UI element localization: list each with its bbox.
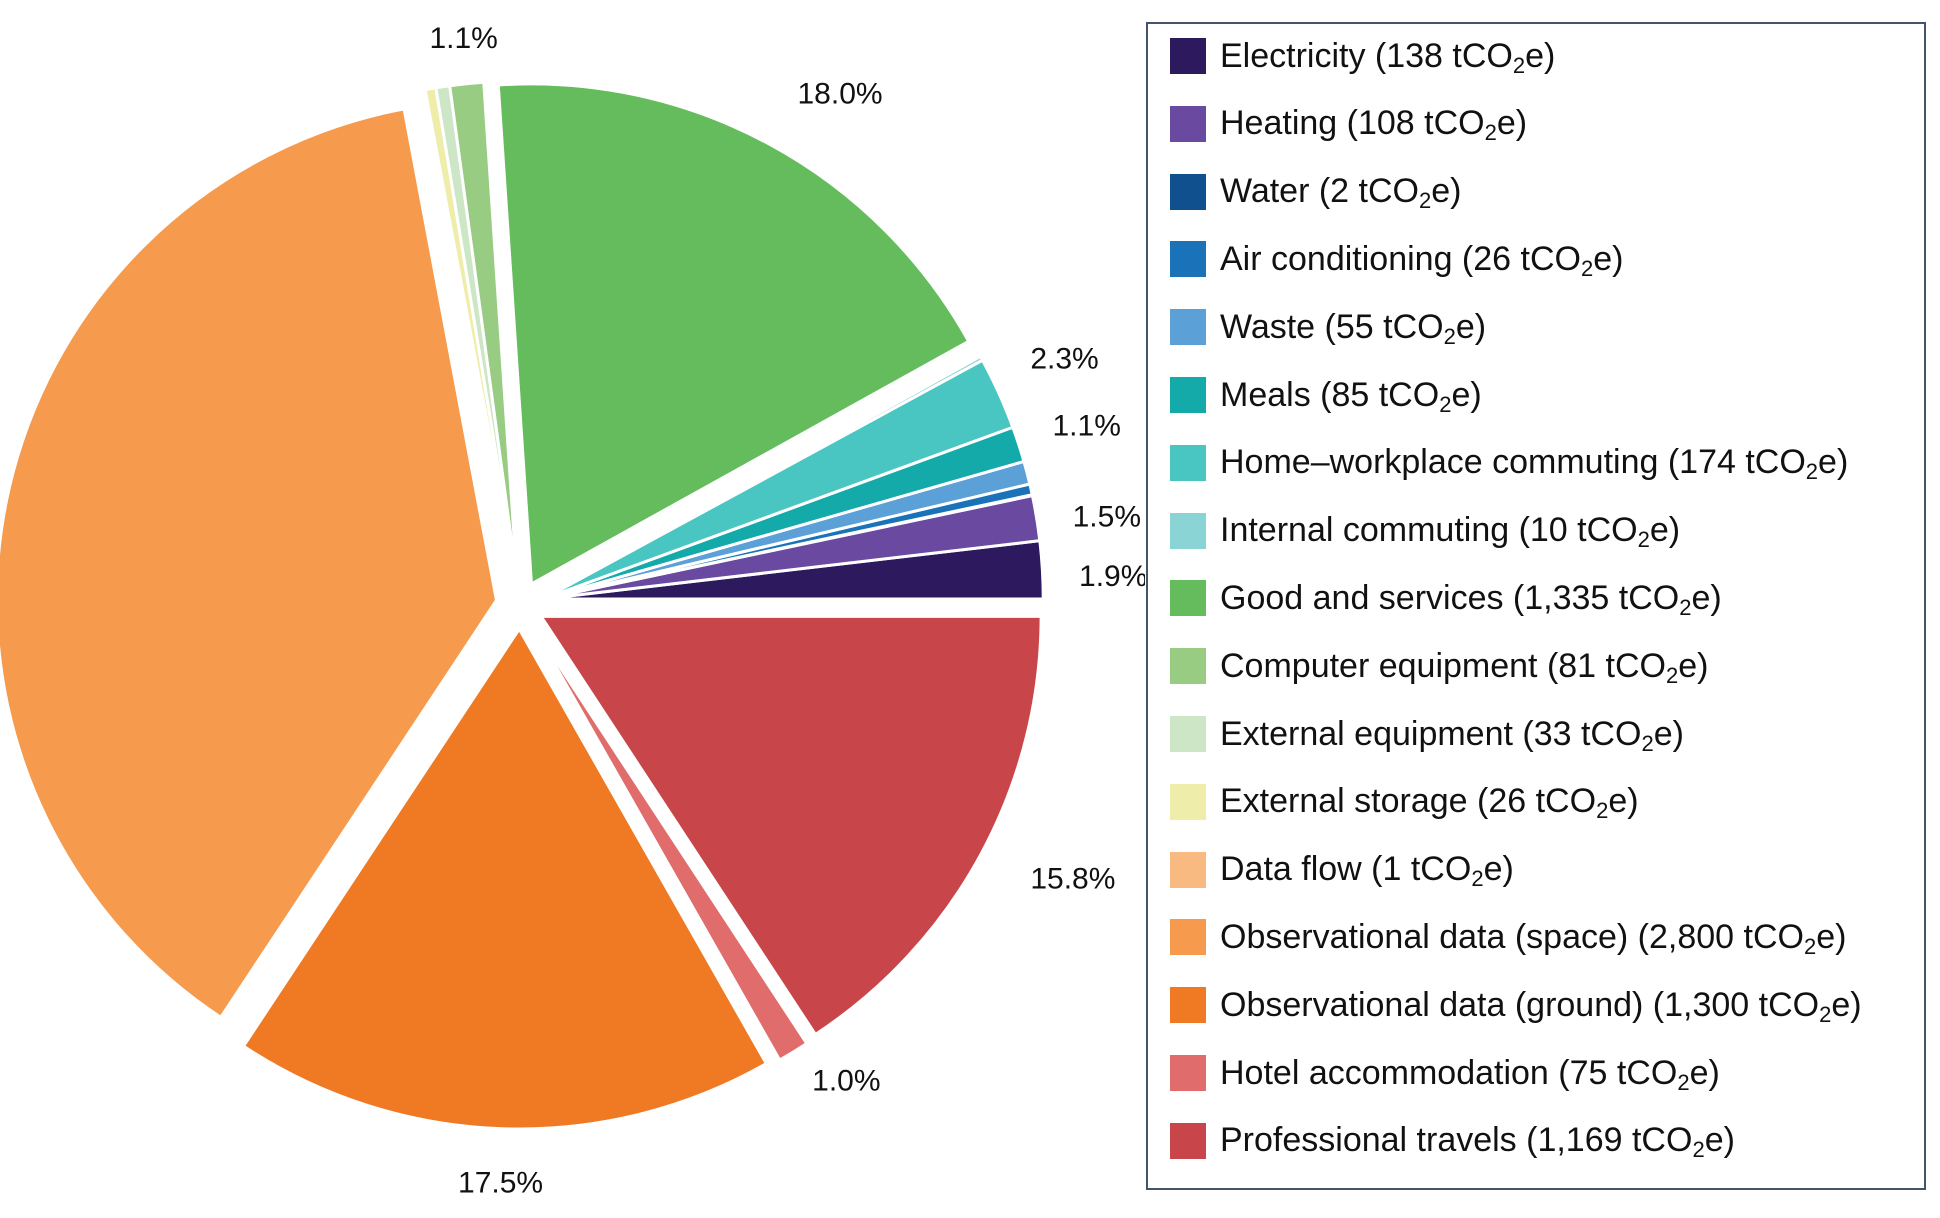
legend-label: Meals (85 tCO2e)	[1220, 375, 1482, 417]
legend-item-home-workplace-commuting: Home–workplace commuting (174 tCO2e)	[1170, 443, 1848, 483]
legend-swatch	[1170, 241, 1206, 278]
legend-item-observational-data-ground: Observational data (ground) (1,300 tCO2e…	[1170, 985, 1862, 1025]
legend-item-electricity: Electricity (138 tCO2e)	[1170, 36, 1555, 76]
legend-label: Air conditioning (26 tCO2e)	[1220, 239, 1624, 281]
pie-slice-observational-data-ground	[242, 627, 768, 1131]
percent-label-hotel-accommodation: 1.0%	[812, 1065, 880, 1098]
legend-swatch	[1170, 1055, 1206, 1091]
legend-item-external-equipment: External equipment (33 tCO2e)	[1170, 714, 1684, 754]
legend-label: Electricity (138 tCO2e)	[1220, 36, 1556, 78]
legend-label: External equipment (33 tCO2e)	[1220, 714, 1684, 756]
legend-item-data-flow: Data flow (1 tCO2e)	[1170, 850, 1514, 890]
legend-label: Heating (108 tCO2e)	[1220, 104, 1528, 146]
legend-label: Observational data (space) (2,800 tCO2e)	[1220, 917, 1847, 959]
legend-swatch	[1170, 987, 1206, 1024]
legend-item-heating: Heating (108 tCO2e)	[1170, 104, 1527, 144]
legend-swatch	[1170, 377, 1206, 413]
pie-slice-observational-data-space	[0, 107, 498, 1019]
legend-swatch	[1170, 919, 1206, 956]
legend-swatch	[1170, 580, 1206, 617]
legend-item-internal-commuting: Internal commuting (10 tCO2e)	[1170, 511, 1680, 551]
pie-chart: 1.9%1.5%1.1%2.3%18.0%1.1%37.7%17.5%1.0%1…	[0, 22, 1145, 1200]
percent-label-professional-travels: 15.8%	[1030, 862, 1115, 895]
percent-label-computer-equipment: 1.1%	[429, 22, 497, 55]
legend-label: Data flow (1 tCO2e)	[1220, 850, 1514, 892]
legend-label: Computer equipment (81 tCO2e)	[1220, 646, 1709, 688]
percent-label-observational-data-ground: 17.5%	[458, 1167, 543, 1200]
legend-item-meals: Meals (85 tCO2e)	[1170, 375, 1482, 415]
legend-swatch	[1170, 309, 1206, 346]
pie-slice-data-flow	[423, 88, 519, 583]
legend-item-waste: Waste (55 tCO2e)	[1170, 307, 1486, 347]
legend-swatch	[1170, 512, 1206, 549]
pie-slice-professional-travels	[539, 614, 1043, 1036]
legend-swatch	[1170, 851, 1206, 888]
legend-item-water: Water (2 tCO2e)	[1170, 172, 1461, 212]
legend-item-hotel-accommodation: Hotel accommodation (75 tCO2e)	[1170, 1053, 1720, 1093]
legend-swatch	[1170, 38, 1206, 74]
legend-label: Water (2 tCO2e)	[1220, 172, 1462, 214]
legend-label: Observational data (ground) (1,300 tCO2e…	[1220, 985, 1862, 1027]
legend-label: Hotel accommodation (75 tCO2e)	[1220, 1053, 1720, 1095]
legend-label: Waste (55 tCO2e)	[1220, 307, 1487, 349]
legend-item-professional-travels: Professional travels (1,169 tCO2e)	[1170, 1121, 1735, 1161]
legend-label: Home–workplace commuting (174 tCO2e)	[1220, 443, 1849, 485]
percent-label-meals: 1.1%	[1053, 410, 1121, 443]
legend-item-air-conditioning: Air conditioning (26 tCO2e)	[1170, 239, 1623, 279]
legend-swatch	[1170, 1122, 1206, 1159]
legend-label: Good and services (1,335 tCO2e)	[1220, 578, 1722, 620]
legend-label: External storage (26 tCO2e)	[1220, 782, 1639, 824]
pie-slice-hotel-accommodation	[531, 623, 809, 1062]
legend-swatch	[1170, 105, 1206, 142]
percent-label-heating: 1.5%	[1073, 500, 1141, 533]
legend-label: Internal commuting (10 tCO2e)	[1220, 511, 1681, 553]
percent-label-good-and-services: 18.0%	[798, 78, 883, 111]
pie-slice-good-and-services	[496, 82, 971, 586]
legend-label: Professional travels (1,169 tCO2e)	[1220, 1121, 1735, 1163]
percent-label-electricity: 1.9%	[1079, 560, 1145, 593]
legend-item-external-storage: External storage (26 tCO2e)	[1170, 782, 1639, 822]
legend-swatch	[1170, 783, 1206, 820]
legend-item-observational-data-space: Observational data (space) (2,800 tCO2e)	[1170, 917, 1846, 957]
percent-label-home-workplace-commuting: 2.3%	[1030, 342, 1098, 375]
legend-swatch	[1170, 716, 1206, 752]
pie-slice-internal-commuting	[541, 354, 984, 601]
legend-swatch	[1170, 444, 1206, 481]
legend-item-computer-equipment: Computer equipment (81 tCO2e)	[1170, 646, 1708, 686]
legend-swatch	[1170, 173, 1206, 210]
legend-swatch	[1170, 648, 1206, 685]
legend: Electricity (138 tCO2e) Heating (108 tCO2…	[1146, 22, 1926, 1190]
legend-item-good-and-services: Good and services (1,335 tCO2e)	[1170, 578, 1722, 618]
